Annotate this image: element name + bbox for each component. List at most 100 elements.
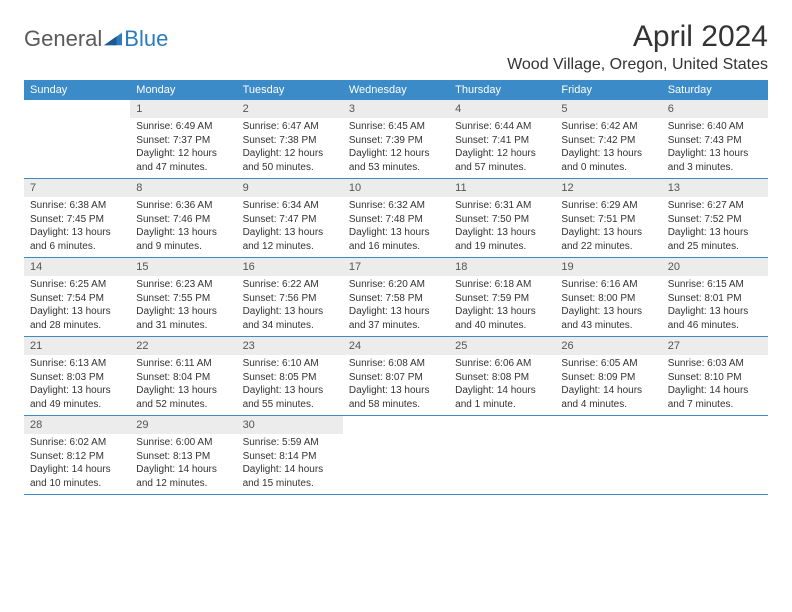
sunset-line: Sunset: 7:42 PM	[561, 134, 655, 148]
sunset-line: Sunset: 7:37 PM	[136, 134, 230, 148]
calendar-week: 28Sunrise: 6:02 AMSunset: 8:12 PMDayligh…	[24, 416, 768, 495]
daylight-line: Daylight: 13 hours and 3 minutes.	[668, 147, 762, 174]
sunset-line: Sunset: 7:50 PM	[455, 213, 549, 227]
sunset-line: Sunset: 7:54 PM	[30, 292, 124, 306]
sunrise-line: Sunrise: 6:36 AM	[136, 199, 230, 213]
sunrise-line: Sunrise: 6:08 AM	[349, 357, 443, 371]
daylight-line: Daylight: 13 hours and 34 minutes.	[243, 305, 337, 332]
calendar-day: 19Sunrise: 6:16 AMSunset: 8:00 PMDayligh…	[555, 258, 661, 336]
day-detail: Sunrise: 6:29 AMSunset: 7:51 PMDaylight:…	[555, 197, 661, 257]
sunset-line: Sunset: 8:03 PM	[30, 371, 124, 385]
sunset-line: Sunset: 7:55 PM	[136, 292, 230, 306]
day-number: 10	[343, 179, 449, 197]
day-detail: Sunrise: 6:16 AMSunset: 8:00 PMDaylight:…	[555, 276, 661, 336]
calendar-week: 1Sunrise: 6:49 AMSunset: 7:37 PMDaylight…	[24, 100, 768, 179]
day-number: 24	[343, 337, 449, 355]
day-number: 16	[237, 258, 343, 276]
sunset-line: Sunset: 8:01 PM	[668, 292, 762, 306]
calendar-day: 30Sunrise: 5:59 AMSunset: 8:14 PMDayligh…	[237, 416, 343, 494]
calendar-week: 14Sunrise: 6:25 AMSunset: 7:54 PMDayligh…	[24, 258, 768, 337]
day-detail: Sunrise: 6:31 AMSunset: 7:50 PMDaylight:…	[449, 197, 555, 257]
sunset-line: Sunset: 7:56 PM	[243, 292, 337, 306]
calendar-day: 27Sunrise: 6:03 AMSunset: 8:10 PMDayligh…	[662, 337, 768, 415]
day-number: 15	[130, 258, 236, 276]
month-title: April 2024	[507, 20, 768, 54]
day-number: 23	[237, 337, 343, 355]
sunset-line: Sunset: 8:07 PM	[349, 371, 443, 385]
sunrise-line: Sunrise: 6:06 AM	[455, 357, 549, 371]
sunrise-line: Sunrise: 6:45 AM	[349, 120, 443, 134]
calendar-day: 8Sunrise: 6:36 AMSunset: 7:46 PMDaylight…	[130, 179, 236, 257]
sunrise-line: Sunrise: 6:20 AM	[349, 278, 443, 292]
weekday-header: Tuesday	[237, 80, 343, 100]
calendar-day	[343, 416, 449, 494]
sunrise-line: Sunrise: 5:59 AM	[243, 436, 337, 450]
sunrise-line: Sunrise: 6:18 AM	[455, 278, 549, 292]
daylight-line: Daylight: 12 hours and 47 minutes.	[136, 147, 230, 174]
daylight-line: Daylight: 13 hours and 58 minutes.	[349, 384, 443, 411]
daylight-line: Daylight: 13 hours and 28 minutes.	[30, 305, 124, 332]
calendar-day: 14Sunrise: 6:25 AMSunset: 7:54 PMDayligh…	[24, 258, 130, 336]
day-detail: Sunrise: 6:08 AMSunset: 8:07 PMDaylight:…	[343, 355, 449, 415]
calendar-day: 3 Sunrise: 6:45 AMSunset: 7:39 PMDaylight…	[343, 100, 449, 178]
day-number: 18	[449, 258, 555, 276]
sunset-line: Sunset: 7:48 PM	[349, 213, 443, 227]
sunrise-line: Sunrise: 6:27 AM	[668, 199, 762, 213]
calendar-day: 17Sunrise: 6:20 AMSunset: 7:58 PMDayligh…	[343, 258, 449, 336]
calendar-day: 22Sunrise: 6:11 AMSunset: 8:04 PMDayligh…	[130, 337, 236, 415]
sunrise-line: Sunrise: 6:15 AM	[668, 278, 762, 292]
sunset-line: Sunset: 7:51 PM	[561, 213, 655, 227]
sunset-line: Sunset: 7:39 PM	[349, 134, 443, 148]
day-number: 3	[343, 100, 449, 118]
sunrise-line: Sunrise: 6:10 AM	[243, 357, 337, 371]
daylight-line: Daylight: 14 hours and 15 minutes.	[243, 463, 337, 490]
weekday-header: Sunday	[24, 80, 130, 100]
day-number: 13	[662, 179, 768, 197]
sunset-line: Sunset: 7:52 PM	[668, 213, 762, 227]
day-detail: Sunrise: 6:49 AMSunset: 7:37 PMDaylight:…	[130, 118, 236, 178]
calendar-day: 18Sunrise: 6:18 AMSunset: 7:59 PMDayligh…	[449, 258, 555, 336]
sunrise-line: Sunrise: 6:47 AM	[243, 120, 337, 134]
calendar-grid: SundayMondayTuesdayWednesdayThursdayFrid…	[24, 80, 768, 495]
day-number: 17	[343, 258, 449, 276]
calendar-day	[662, 416, 768, 494]
daylight-line: Daylight: 14 hours and 1 minute.	[455, 384, 549, 411]
calendar-day: 25Sunrise: 6:06 AMSunset: 8:08 PMDayligh…	[449, 337, 555, 415]
title-block: April 2024 Wood Village, Oregon, United …	[507, 20, 768, 74]
calendar-day: 24Sunrise: 6:08 AMSunset: 8:07 PMDayligh…	[343, 337, 449, 415]
daylight-line: Daylight: 13 hours and 55 minutes.	[243, 384, 337, 411]
day-number: 26	[555, 337, 661, 355]
day-number: 11	[449, 179, 555, 197]
day-detail: Sunrise: 6:44 AMSunset: 7:41 PMDaylight:…	[449, 118, 555, 178]
day-detail: Sunrise: 6:38 AMSunset: 7:45 PMDaylight:…	[24, 197, 130, 257]
day-detail: Sunrise: 6:27 AMSunset: 7:52 PMDaylight:…	[662, 197, 768, 257]
day-detail: Sunrise: 6:06 AMSunset: 8:08 PMDaylight:…	[449, 355, 555, 415]
daylight-line: Daylight: 13 hours and 9 minutes.	[136, 226, 230, 253]
sunrise-line: Sunrise: 6:42 AM	[561, 120, 655, 134]
calendar-day: 13Sunrise: 6:27 AMSunset: 7:52 PMDayligh…	[662, 179, 768, 257]
daylight-line: Daylight: 13 hours and 46 minutes.	[668, 305, 762, 332]
calendar-day: 11Sunrise: 6:31 AMSunset: 7:50 PMDayligh…	[449, 179, 555, 257]
sunset-line: Sunset: 8:04 PM	[136, 371, 230, 385]
day-detail: Sunrise: 6:03 AMSunset: 8:10 PMDaylight:…	[662, 355, 768, 415]
logo: General Blue	[24, 26, 168, 52]
sunrise-line: Sunrise: 6:00 AM	[136, 436, 230, 450]
day-number: 22	[130, 337, 236, 355]
calendar-week: 21Sunrise: 6:13 AMSunset: 8:03 PMDayligh…	[24, 337, 768, 416]
sunrise-line: Sunrise: 6:02 AM	[30, 436, 124, 450]
sunrise-line: Sunrise: 6:40 AM	[668, 120, 762, 134]
sunset-line: Sunset: 8:10 PM	[668, 371, 762, 385]
page-header: General Blue April 2024 Wood Village, Or…	[24, 20, 768, 74]
day-number: 1	[130, 100, 236, 118]
sunset-line: Sunset: 7:41 PM	[455, 134, 549, 148]
weekday-header: Thursday	[449, 80, 555, 100]
logo-text-general: General	[24, 26, 102, 52]
day-detail: Sunrise: 6:23 AMSunset: 7:55 PMDaylight:…	[130, 276, 236, 336]
weekday-header: Wednesday	[343, 80, 449, 100]
sunrise-line: Sunrise: 6:25 AM	[30, 278, 124, 292]
daylight-line: Daylight: 12 hours and 53 minutes.	[349, 147, 443, 174]
logo-text-blue: Blue	[124, 26, 168, 52]
sunrise-line: Sunrise: 6:29 AM	[561, 199, 655, 213]
daylight-line: Daylight: 14 hours and 10 minutes.	[30, 463, 124, 490]
calendar-page: General Blue April 2024 Wood Village, Or…	[0, 0, 792, 515]
